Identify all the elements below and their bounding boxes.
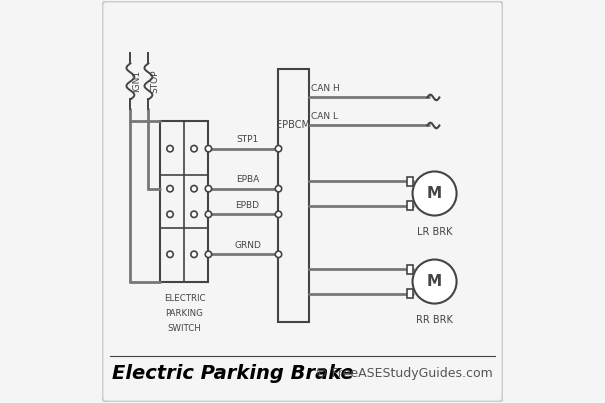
FancyBboxPatch shape (102, 1, 503, 402)
Bar (407, 201, 413, 210)
Bar (160, 121, 209, 282)
Circle shape (413, 260, 457, 303)
Circle shape (167, 185, 173, 192)
Circle shape (167, 211, 173, 218)
Text: STOP: STOP (150, 70, 159, 93)
Circle shape (167, 145, 173, 152)
Bar (278, 69, 309, 322)
Text: EPBA: EPBA (236, 175, 259, 184)
Text: GRND: GRND (234, 241, 261, 249)
Text: SWITCH: SWITCH (168, 324, 201, 333)
Text: EPBD: EPBD (235, 201, 260, 210)
Text: PARKING: PARKING (166, 309, 203, 318)
Circle shape (205, 185, 212, 192)
Circle shape (205, 211, 212, 218)
Text: M: M (427, 274, 442, 289)
Circle shape (191, 145, 197, 152)
Circle shape (275, 211, 282, 218)
Text: M: M (427, 186, 442, 201)
Circle shape (275, 251, 282, 258)
Circle shape (191, 185, 197, 192)
Circle shape (191, 251, 197, 258)
Bar (407, 265, 413, 274)
Circle shape (205, 251, 212, 258)
Circle shape (205, 145, 212, 152)
Text: © FreeASEStudyGuides.com: © FreeASEStudyGuides.com (315, 367, 492, 380)
Text: Electric Parking Brake: Electric Parking Brake (113, 364, 354, 383)
Text: CAN L: CAN L (311, 112, 338, 121)
Text: EPBCM: EPBCM (276, 120, 310, 130)
Bar (407, 289, 413, 298)
Circle shape (275, 145, 282, 152)
Text: ELECTRIC: ELECTRIC (164, 293, 205, 303)
Text: IGN1: IGN1 (132, 71, 142, 93)
Bar (407, 177, 413, 186)
Text: CAN H: CAN H (311, 85, 339, 93)
Text: STP1: STP1 (237, 135, 258, 144)
Circle shape (275, 185, 282, 192)
Text: RR BRK: RR BRK (416, 315, 453, 325)
Circle shape (167, 251, 173, 258)
Circle shape (413, 172, 457, 216)
Text: LR BRK: LR BRK (417, 227, 453, 237)
Circle shape (191, 211, 197, 218)
